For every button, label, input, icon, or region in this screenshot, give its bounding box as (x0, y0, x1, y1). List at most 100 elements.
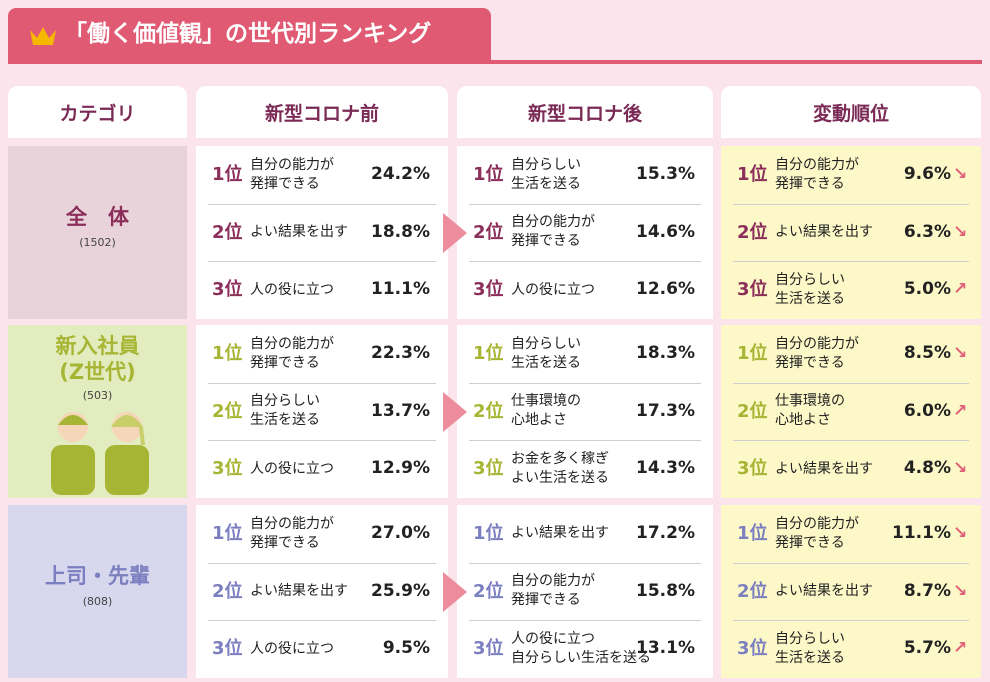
item: よい結果を出す (775, 582, 873, 599)
column-header: カテゴリ (8, 86, 187, 138)
row-divider (208, 620, 436, 622)
value: 14.3% (636, 458, 695, 479)
category-count: (808) (82, 595, 113, 608)
rank: 2位 (737, 400, 768, 422)
value: 27.0% (371, 523, 430, 543)
item: 仕事環境の 心地よさ (511, 393, 581, 429)
column-header: 新型コロナ前 (196, 86, 448, 138)
category-name: 全 体 (66, 205, 129, 229)
rank: 3位 (473, 458, 504, 480)
value: 8.5% (903, 343, 951, 363)
rank: 3位 (737, 638, 768, 660)
title-rule (8, 60, 982, 64)
value: 5.0% (903, 279, 951, 300)
value: 12.9% (371, 458, 430, 479)
row-divider (733, 620, 969, 622)
value-cell (457, 325, 713, 498)
value-cell (196, 146, 448, 319)
item: よい結果を出す (775, 460, 873, 477)
value: 11.1% (371, 279, 430, 300)
trend-arrow: ↘ (953, 221, 968, 242)
rank: 2位 (473, 221, 504, 243)
column-header: 変動順位 (721, 86, 981, 138)
rank: 2位 (212, 221, 243, 243)
item: 自分らしい 生活を送る (511, 156, 581, 192)
value: 9.6% (903, 164, 951, 184)
value: 17.3% (636, 400, 695, 421)
item: 自分の能力が 発揮できる (511, 573, 595, 609)
trend-arrow: ↘ (953, 343, 968, 363)
rank: 1位 (212, 343, 243, 364)
rank: 3位 (212, 279, 243, 301)
row-divider (208, 261, 436, 263)
value: 18.3% (636, 343, 695, 363)
trend-arrow: ↗ (953, 279, 968, 300)
value: 13.1% (636, 638, 695, 659)
item: 自分の能力が 発揮できる (250, 515, 334, 551)
rank: 3位 (212, 638, 243, 660)
value: 5.7% (903, 638, 951, 659)
row-divider (733, 261, 969, 263)
item: 人の役に立つ (250, 460, 334, 477)
item: お金を多く稼ぎ よい生活を送る (511, 451, 609, 487)
row-divider (469, 562, 701, 564)
value: 9.5% (382, 638, 430, 659)
value: 25.9% (371, 580, 430, 601)
crown-icon (30, 27, 56, 45)
trend-arrow: ↗ (953, 400, 968, 421)
value: 11.1% (892, 523, 951, 543)
category-count: (503) (82, 389, 113, 402)
trend-arrow: ↗ (953, 638, 968, 659)
row-divider (208, 203, 436, 205)
item: 仕事環境の 心地よさ (775, 393, 845, 429)
row-divider (469, 620, 701, 622)
item: 自分の能力が 発揮できる (775, 156, 859, 192)
rank: 1位 (473, 343, 504, 364)
row-divider (469, 203, 701, 205)
category-cell (8, 325, 187, 498)
rank: 2位 (212, 580, 243, 602)
column-header: 新型コロナ後 (457, 86, 713, 138)
category-cell (8, 146, 187, 319)
trend-arrow: ↘ (953, 523, 968, 543)
row-divider (469, 261, 701, 263)
value: 12.6% (636, 279, 695, 300)
value-cell (721, 505, 981, 678)
item: よい結果を出す (775, 223, 873, 240)
row-divider (733, 440, 969, 442)
rank: 2位 (737, 580, 768, 602)
rank: 3位 (473, 279, 504, 301)
value: 6.3% (903, 221, 951, 242)
rank: 2位 (473, 580, 504, 602)
rank: 3位 (212, 458, 243, 480)
item: 自分らしい 生活を送る (250, 393, 320, 429)
rank: 3位 (473, 638, 504, 660)
item: 自分の能力が 発揮できる (775, 515, 859, 551)
category-name: 上司・先輩 (45, 564, 150, 588)
trend-arrow: ↘ (953, 164, 968, 184)
value-cell (457, 146, 713, 319)
rank: 2位 (473, 400, 504, 422)
item: 人の役に立つ (250, 640, 334, 657)
trend-arrow: ↘ (953, 458, 968, 479)
value-cell (721, 146, 981, 319)
value-cell (196, 325, 448, 498)
rank: 2位 (737, 221, 768, 243)
value: 4.8% (903, 458, 951, 479)
rank: 3位 (737, 458, 768, 480)
rank: 1位 (473, 523, 504, 544)
value: 13.7% (371, 400, 430, 421)
row-divider (208, 440, 436, 442)
value: 15.8% (636, 580, 695, 601)
value: 22.3% (371, 343, 430, 363)
rank: 2位 (212, 400, 243, 422)
value: 6.0% (903, 400, 951, 421)
item: 自分らしい 生活を送る (775, 272, 845, 308)
rank: 1位 (737, 343, 768, 364)
item: よい結果を出す (250, 582, 348, 599)
category-count: (1502) (79, 236, 116, 249)
row-divider (733, 382, 969, 384)
value-cell (457, 505, 713, 678)
title: 「働く価値観」の世代別ランキング (64, 21, 432, 47)
